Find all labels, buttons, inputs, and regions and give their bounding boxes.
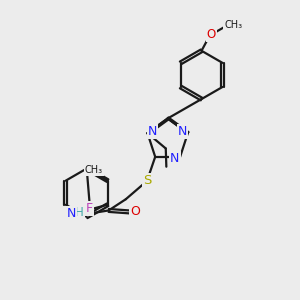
Text: N: N [148,125,158,138]
Text: CH₃: CH₃ [224,20,242,30]
Text: H: H [75,206,84,219]
Text: O: O [130,206,140,218]
Text: CH₃: CH₃ [85,165,103,175]
Text: N: N [178,125,187,138]
Text: S: S [143,175,151,188]
Text: O: O [207,28,216,41]
Text: N: N [66,207,76,220]
Text: F: F [85,202,93,215]
Text: N: N [170,152,179,165]
